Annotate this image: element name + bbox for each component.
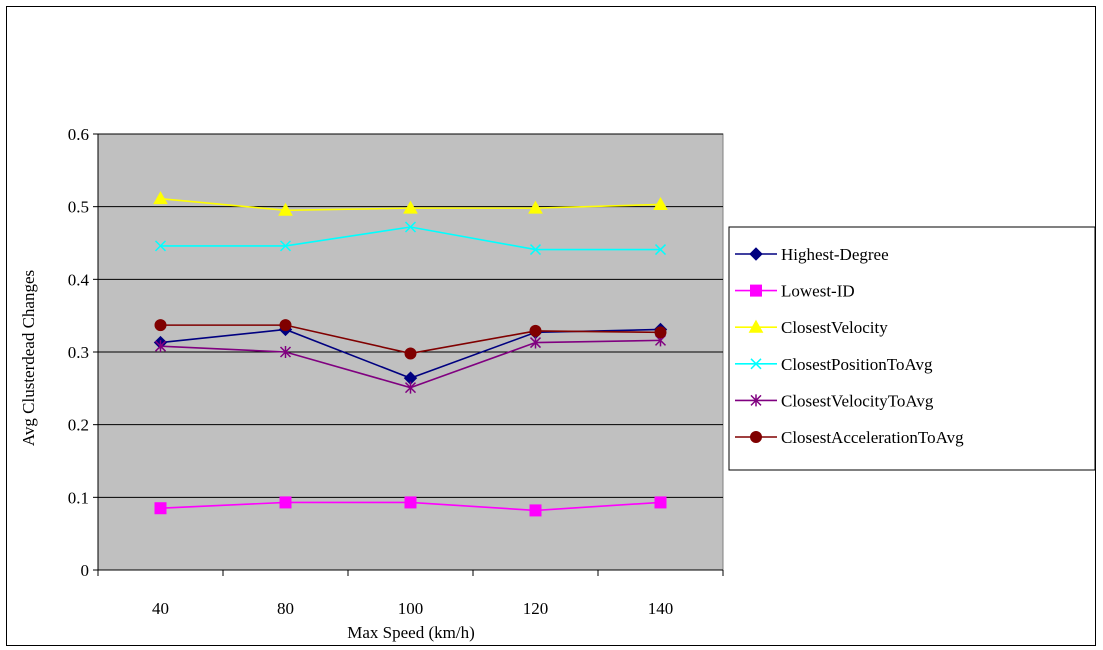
chart-frame: 0 0.1 0.2 0.3 0.4 0.5 0.6 40 80 100 120 140 Avg Clu…: [6, 6, 1096, 646]
data-point: [154, 340, 167, 353]
y-tick-label: 0.3: [68, 343, 89, 362]
data-point: [529, 244, 542, 256]
data-point: [279, 496, 292, 509]
legend-item: Highest-Degree: [735, 245, 889, 264]
legend-label: Lowest-ID: [781, 282, 855, 301]
x-axis-title: Max Speed (km/h): [347, 623, 474, 642]
legend-label: ClosestAccelerationToAvg: [781, 428, 964, 447]
y-tick-label: 0.1: [68, 488, 89, 507]
data-point: [654, 244, 667, 256]
legend-item: ClosestPositionToAvg: [735, 355, 933, 374]
data-point: [154, 319, 167, 332]
data-point: [154, 502, 167, 515]
data-point: [153, 191, 168, 205]
data-point: [404, 221, 417, 233]
y-tick-label: 0.6: [68, 125, 89, 144]
y-tick-label: 0: [81, 561, 90, 580]
legend-item: Lowest-ID: [735, 282, 855, 301]
axes: 0 0.1 0.2 0.3 0.4 0.5 0.6 40 80 100 120 140: [68, 125, 724, 618]
data-point: [404, 496, 417, 509]
legend-marker: [749, 247, 763, 261]
x-tick-label: 80: [277, 599, 294, 618]
series-3: [154, 221, 667, 256]
y-tick-label: 0.5: [68, 198, 89, 217]
data-point: [403, 200, 418, 214]
data-point: [404, 381, 417, 394]
legend-label: ClosestPositionToAvg: [781, 355, 933, 374]
legend-item: ClosestAccelerationToAvg: [735, 428, 964, 447]
legend-label: ClosestVelocityToAvg: [781, 391, 934, 410]
data-point: [279, 346, 292, 358]
y-axis-title: Avg Clusterdead Changes: [19, 270, 38, 446]
y-tick-label: 0.4: [68, 270, 90, 289]
legend-item: ClosestVelocity: [735, 318, 888, 337]
x-tick-label: 100: [398, 599, 424, 618]
legend-marker: [750, 284, 762, 297]
legend-marker: [750, 431, 762, 443]
legend-marker: [750, 394, 762, 407]
data-point: [529, 324, 542, 337]
legend-item: ClosestVelocityToAvg: [735, 391, 934, 410]
legend-box: [728, 226, 1096, 471]
data-point: [404, 347, 417, 360]
series-lines: [153, 191, 668, 517]
data-point: [279, 240, 292, 252]
series-2: [153, 191, 668, 216]
data-point: [279, 319, 292, 332]
legend: Highest-Degree Lowest-ID ClosestVelocity Cl…: [728, 226, 1096, 471]
line-chart: 0 0.1 0.2 0.3 0.4 0.5 0.6 40 80 100 120 140 Avg Clu…: [19, 125, 1096, 642]
x-tick-label: 40: [152, 599, 169, 618]
data-point: [154, 240, 167, 252]
data-point: [528, 200, 543, 214]
series-1: [154, 496, 667, 517]
legend-marker: [750, 358, 762, 370]
x-tick-label: 140: [648, 599, 674, 618]
legend-label: Highest-Degree: [781, 245, 889, 264]
legend-marker: [748, 319, 764, 333]
data-point: [653, 196, 668, 210]
y-tick-label: 0.2: [68, 416, 89, 435]
x-tick-label: 120: [523, 599, 549, 618]
series-5: [154, 319, 667, 360]
data-point: [654, 326, 667, 339]
data-point: [529, 504, 542, 517]
data-point: [654, 496, 667, 509]
data-point: [529, 336, 542, 349]
legend-label: ClosestVelocity: [781, 318, 888, 337]
data-point: [278, 202, 293, 216]
